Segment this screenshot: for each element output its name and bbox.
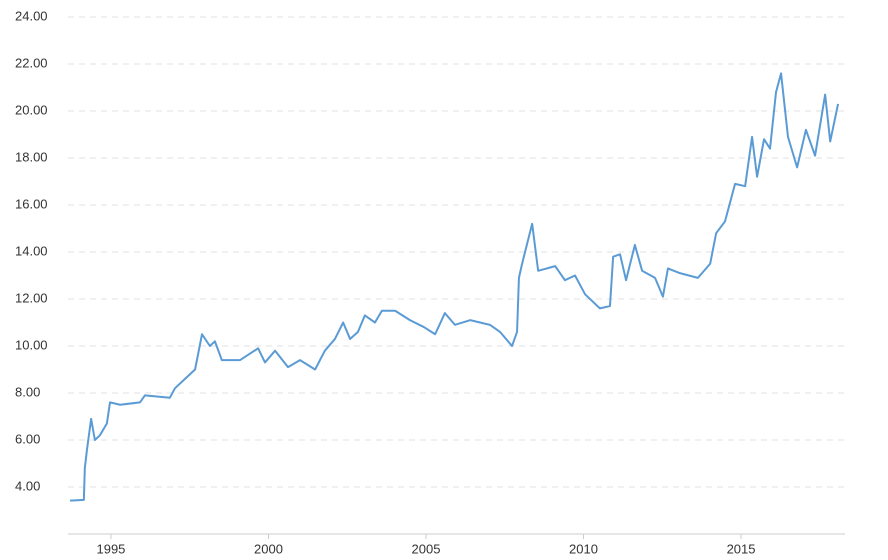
y-tick-label: 22.00 xyxy=(15,55,48,70)
x-tick-label: 1995 xyxy=(96,541,125,556)
x-tick-label: 2005 xyxy=(412,541,441,556)
y-tick-label: 14.00 xyxy=(15,243,48,258)
y-tick-label: 6.00 xyxy=(15,431,40,446)
x-tick-label: 2000 xyxy=(254,541,283,556)
y-tick-label: 12.00 xyxy=(15,290,48,305)
y-tick-label: 24.00 xyxy=(15,8,48,23)
y-tick-label: 20.00 xyxy=(15,102,48,117)
x-tick-label: 2015 xyxy=(727,541,756,556)
y-tick-label: 10.00 xyxy=(15,337,48,352)
data-line xyxy=(69,72,840,502)
y-tick-label: 18.00 xyxy=(15,149,48,164)
x-tick-label: 2010 xyxy=(569,541,598,556)
y-tick-label: 8.00 xyxy=(15,384,40,399)
y-tick-label: 16.00 xyxy=(15,196,48,211)
y-tick-label: 4.00 xyxy=(15,478,40,493)
